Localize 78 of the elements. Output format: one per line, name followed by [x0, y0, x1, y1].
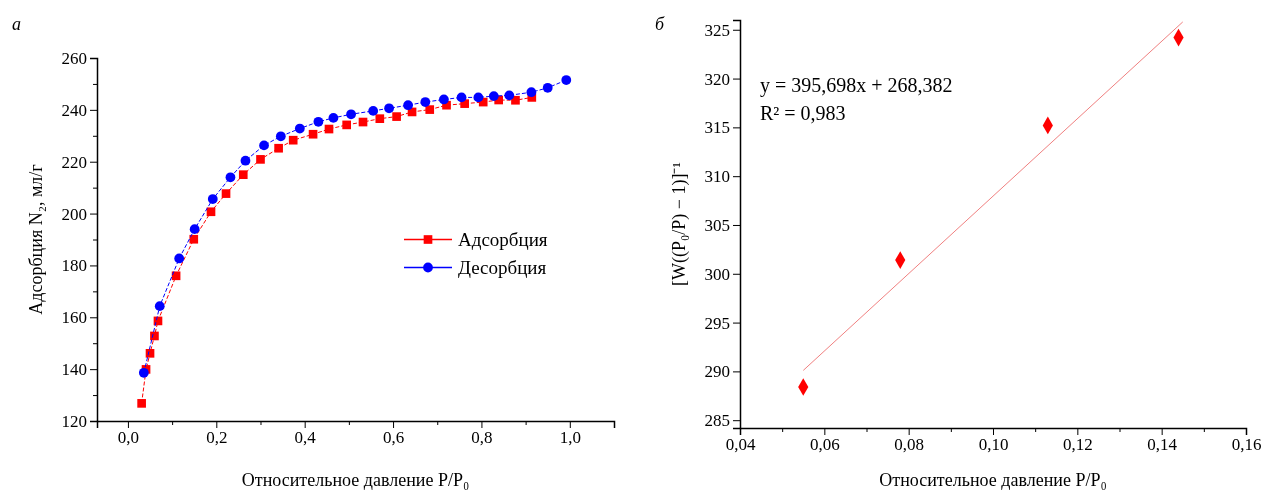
point — [542, 82, 553, 93]
point — [488, 91, 499, 101]
legend-label: Адсорбция — [458, 228, 548, 250]
x-tick-label: 0,08 — [894, 435, 925, 455]
x-tick-label: 0,12 — [1062, 435, 1093, 455]
chart-title: а — [12, 14, 21, 34]
x-tick-label: 1,0 — [559, 428, 581, 448]
point — [288, 135, 298, 145]
y-tick-label: 285 — [704, 411, 730, 431]
point — [456, 92, 467, 103]
point — [368, 106, 379, 116]
y-tick-label: 140 — [61, 360, 87, 380]
y-tick-label: 325 — [704, 20, 730, 40]
x-tick-label: 0,14 — [1147, 435, 1178, 455]
point — [189, 224, 200, 234]
point — [294, 123, 305, 134]
point — [256, 155, 265, 164]
legend-label: Десорбция — [458, 256, 547, 278]
x-tick-label: 0,8 — [471, 428, 493, 448]
y-tick-label: 295 — [704, 313, 730, 333]
y-tick-label: 160 — [61, 308, 87, 328]
point — [174, 253, 185, 264]
point — [225, 172, 236, 183]
point — [313, 116, 324, 127]
x-tick-label: 0,16 — [1231, 435, 1262, 455]
point — [384, 103, 394, 114]
y-tick-label: 315 — [704, 118, 730, 138]
annotation: R² = 0,983 — [760, 102, 846, 124]
y-axis-title: Адсорбция N₂, мл/г — [26, 164, 46, 315]
point — [207, 194, 218, 204]
y-tick-label: 120 — [61, 411, 87, 431]
y-axis-title: [W((P₀/P) − 1)]⁻¹ — [669, 162, 690, 286]
annotation: y = 395,698x + 268,382 — [760, 74, 953, 97]
chart-title: б — [655, 14, 665, 34]
point — [238, 170, 248, 180]
point — [137, 399, 146, 408]
point — [473, 92, 484, 103]
x-tick-label: 0,06 — [809, 435, 840, 455]
point — [526, 87, 537, 98]
point — [425, 105, 435, 114]
point — [346, 109, 356, 120]
point — [328, 113, 339, 123]
point — [240, 155, 251, 166]
y-tick-label: 180 — [61, 256, 87, 276]
point — [154, 301, 165, 312]
x-tick-label: 0,10 — [978, 435, 1009, 455]
point — [375, 114, 385, 123]
y-tick-label: 320 — [704, 69, 730, 89]
y-tick-label: 290 — [704, 362, 730, 382]
y-tick-label: 310 — [704, 167, 730, 187]
y-tick-label: 260 — [61, 48, 87, 68]
point — [403, 100, 413, 111]
point — [221, 189, 231, 198]
point — [259, 140, 269, 151]
x-axis-title: Относительное давление P/P₀ — [241, 470, 470, 490]
x-tick-label: 0,2 — [206, 428, 228, 448]
y-tick-label: 300 — [704, 264, 730, 284]
point — [274, 143, 283, 153]
y-tick-label: 240 — [61, 100, 87, 120]
point — [420, 97, 431, 107]
point — [189, 234, 199, 244]
y-tick-label: 220 — [61, 152, 87, 172]
y-tick-label: 305 — [704, 215, 730, 235]
y-tick-label: 200 — [61, 204, 87, 224]
point — [342, 120, 351, 130]
x-tick-label: 0,0 — [117, 428, 140, 448]
x-axis-title: Относительное давление P/P₀ — [879, 470, 1107, 490]
point — [308, 129, 318, 139]
point — [438, 94, 449, 105]
x-tick-label: 0,04 — [725, 435, 756, 455]
point — [138, 367, 149, 378]
point — [206, 207, 216, 217]
x-tick-label: 0,6 — [382, 428, 405, 448]
point — [275, 131, 286, 142]
point — [392, 112, 401, 121]
point — [504, 90, 515, 101]
point — [561, 75, 572, 85]
x-tick-label: 0,4 — [294, 428, 317, 448]
